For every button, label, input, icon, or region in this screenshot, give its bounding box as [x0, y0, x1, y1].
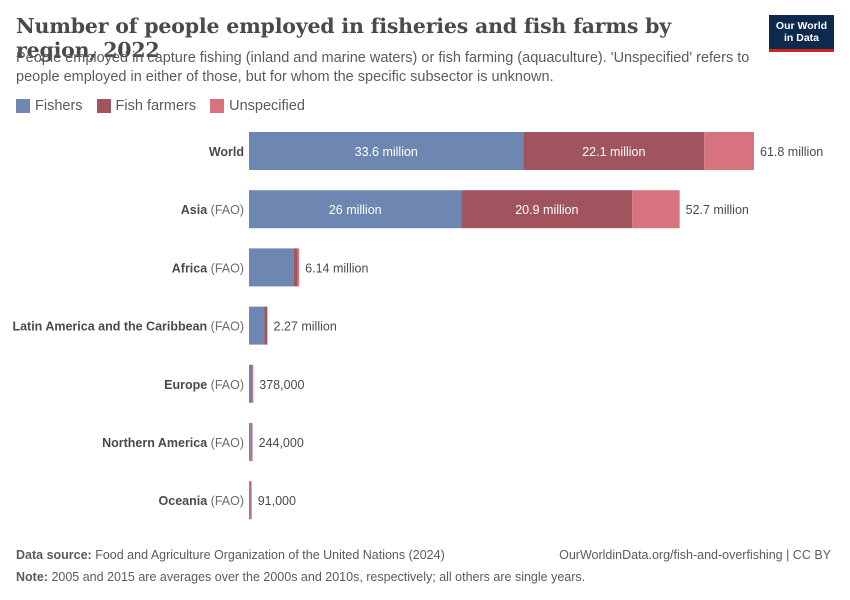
source-text[interactable]: Food and Agriculture Organization of the… — [95, 548, 445, 562]
bar-fish-farmers-world[interactable] — [523, 132, 705, 170]
data-label-fishers-asia: 26 million — [329, 203, 382, 217]
legend-label-fishers: Fishers — [35, 98, 83, 114]
bar-unspecified-asia[interactable] — [632, 190, 680, 229]
bar-fishers-asia[interactable] — [249, 190, 462, 229]
chart-title: Number of people employed in fisheries a… — [16, 14, 671, 62]
bar-fishers-africa[interactable] — [249, 248, 294, 287]
legend-swatch-fish-farmers — [96, 99, 111, 113]
footer-url[interactable]: OurWorldinData.org/fish-and-overfishing … — [559, 548, 831, 562]
bar-unspecified-northern-america[interactable] — [251, 423, 253, 461]
total-label-asia: 52.7 million — [686, 203, 749, 217]
total-label-europe: 378,000 — [259, 378, 304, 392]
bar-unspecified-oceania[interactable] — [250, 481, 252, 520]
legend-label-unspecified: Unspecified — [229, 98, 305, 114]
total-label-africa: 6.14 million — [305, 261, 368, 275]
category-label-africa: Africa (FAO) — [172, 261, 244, 275]
data-label-fish-farmers-world: 22.1 million — [582, 145, 645, 159]
legend-swatch-fishers — [16, 99, 30, 113]
legend-item-unspecified[interactable]: Unspecified — [210, 98, 305, 114]
legend-item-fish-farmers[interactable]: Fish farmers — [96, 98, 197, 114]
bar-fishers-northern-america[interactable] — [249, 423, 251, 461]
category-label-oceania: Oceania (FAO) — [159, 494, 244, 508]
category-label-europe: Europe (FAO) — [164, 378, 244, 392]
bar-fish-farmers-northern-america[interactable] — [250, 423, 252, 461]
bar-fishers-europe[interactable] — [249, 364, 252, 403]
total-label-latin-america-and-the-caribbean: 2.27 million — [274, 320, 337, 334]
category-label-world: World — [209, 145, 244, 159]
data-label-fish-farmers-asia: 20.9 million — [515, 203, 578, 217]
owid-logo[interactable]: Our World in Data — [769, 15, 834, 52]
bar-fishers-oceania[interactable] — [249, 481, 250, 520]
footer-note: Note: 2005 and 2015 are averages over th… — [16, 570, 585, 584]
logo-line-2: in Data — [783, 32, 819, 44]
bar-unspecified-world[interactable] — [704, 132, 754, 170]
bar-unspecified-africa[interactable] — [297, 248, 300, 287]
note-text: 2005 and 2015 are averages over the 2000… — [51, 570, 586, 584]
chart-subtitle: People employed in capture fishing (inla… — [16, 50, 750, 85]
category-label-asia: Asia (FAO) — [181, 203, 244, 217]
legend-item-fishers[interactable]: Fishers — [16, 98, 83, 114]
footer-source: Data source: Food and Agriculture Organi… — [16, 548, 445, 562]
source-label: Data source: — [16, 548, 92, 562]
total-label-northern-america: 244,000 — [259, 436, 304, 450]
bar-fishers-world[interactable] — [249, 132, 524, 170]
note-label: Note: — [16, 570, 48, 584]
category-label-northern-america: Northern America (FAO) — [102, 436, 244, 450]
data-label-fishers-world: 33.6 million — [355, 145, 418, 159]
legend-label-fish-farmers: Fish farmers — [115, 98, 197, 114]
bar-unspecified-europe[interactable] — [252, 364, 254, 403]
bar-fish-farmers-africa[interactable] — [293, 248, 298, 287]
total-label-world: 61.8 million — [760, 145, 823, 159]
total-label-oceania: 91,000 — [258, 494, 296, 508]
bar-fishers-latin-america-and-the-caribbean[interactable] — [249, 306, 265, 345]
category-label-latin-america-and-the-caribbean: Latin America and the Caribbean (FAO) — [12, 320, 244, 334]
bar-fish-farmers-europe[interactable] — [251, 364, 253, 403]
bar-fish-farmers-oceania[interactable] — [249, 481, 251, 520]
logo-line-1: Our World — [775, 20, 828, 32]
stacked-bar-chart: World 33.6 million 22.1 million 61.8 millio… — [12, 132, 823, 520]
legend: Fishers Fish farmers Unspecified — [16, 98, 319, 114]
legend-swatch-unspecified — [210, 99, 225, 113]
bar-fish-farmers-asia[interactable] — [461, 190, 633, 229]
bar-fish-farmers-latin-america-and-the-caribbean[interactable] — [264, 306, 268, 345]
